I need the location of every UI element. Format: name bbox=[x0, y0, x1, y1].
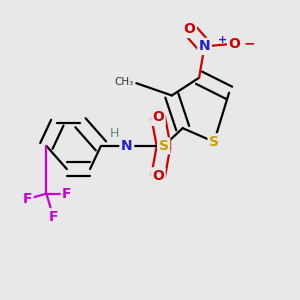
Text: O: O bbox=[152, 169, 164, 183]
Text: S: S bbox=[209, 135, 219, 149]
Text: O: O bbox=[184, 22, 196, 37]
Text: F: F bbox=[22, 192, 32, 206]
Text: F: F bbox=[62, 187, 72, 201]
Text: CH₃: CH₃ bbox=[115, 77, 134, 87]
Text: H: H bbox=[109, 127, 119, 140]
Text: N: N bbox=[199, 39, 210, 53]
Text: F: F bbox=[49, 210, 58, 224]
Text: N: N bbox=[121, 139, 133, 153]
Text: +: + bbox=[218, 35, 227, 45]
Text: O: O bbox=[152, 110, 164, 124]
Text: −: − bbox=[244, 36, 255, 50]
Text: S: S bbox=[159, 139, 169, 153]
Text: O: O bbox=[229, 37, 241, 51]
